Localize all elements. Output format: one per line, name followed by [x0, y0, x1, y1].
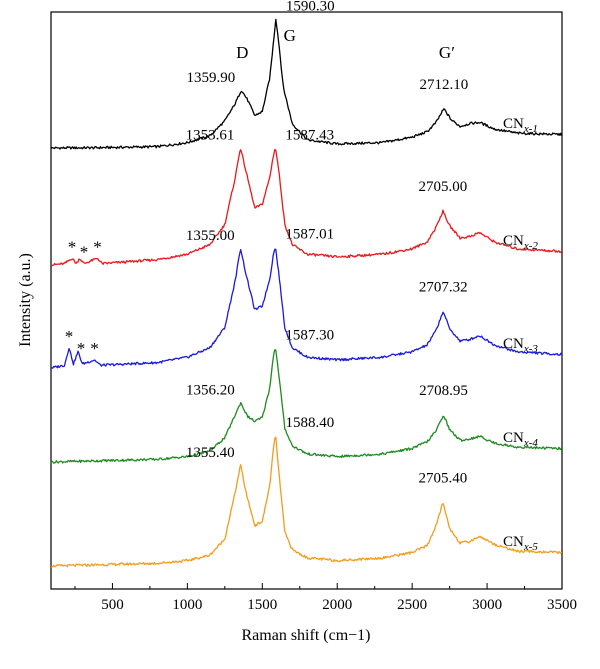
peak-label: 1587.30 [285, 327, 334, 343]
peak-label: 1353.61 [186, 128, 235, 144]
impurity-star: * [93, 237, 102, 256]
peak-label: 1355.40 [186, 445, 235, 461]
peak-label: 2712.10 [420, 77, 469, 93]
series-label: CNx-2 [503, 233, 538, 252]
series-5 [50, 436, 563, 568]
series-label-main: CN [503, 534, 524, 550]
peak-label: 2705.00 [418, 179, 467, 195]
peak-label: 2708.95 [419, 383, 468, 399]
peak-label: 1355.00 [186, 228, 235, 244]
x-tick-label: 1000 [172, 597, 202, 613]
series-label: CNx-5 [503, 534, 538, 553]
series-label-main: CN [503, 116, 524, 132]
tick-labels: 500 1000 1500 2000 2500 3000 3500 [101, 597, 577, 613]
x-axis-title: Raman shift (cm−1) [242, 627, 371, 644]
peak-label: 1356.20 [186, 383, 235, 399]
x-tick-label: 1500 [247, 597, 277, 613]
series-line [50, 436, 563, 568]
peak-label: 1587.01 [285, 227, 334, 243]
impurity-star: * [90, 339, 99, 358]
peak-label: 2707.32 [419, 279, 468, 295]
peak-label: 1588.40 [286, 415, 335, 431]
peak-label: 1590.30 [286, 0, 335, 14]
series-1 [50, 18, 563, 150]
plot-frame [50, 11, 563, 590]
peak-label: 1587.43 [285, 128, 334, 144]
series-label-sub: x-4 [523, 437, 539, 449]
peak-label: 1359.90 [187, 70, 236, 86]
series-label: CNx-4 [503, 430, 538, 449]
peak-label: 2705.40 [419, 471, 468, 487]
impurity-star: * [80, 243, 89, 262]
x-tick-label: 3500 [547, 597, 577, 613]
series-label: CNx-3 [503, 336, 538, 355]
series-3 [50, 248, 563, 370]
impurity-star: * [65, 327, 74, 346]
series-4 [50, 349, 563, 464]
peak-name-g-prime: G′ [439, 43, 455, 62]
series-lines [50, 18, 563, 568]
series-2 [50, 148, 563, 267]
x-axis-ticks [74, 583, 563, 589]
series-label-main: CN [503, 233, 524, 249]
peak-name-d: D [236, 43, 248, 62]
series-label-main: CN [503, 430, 524, 446]
series-label-sub: x-5 [523, 541, 539, 553]
series-label-sub: x-3 [523, 343, 539, 355]
peak-name-g: G [284, 26, 296, 45]
x-tick-label: 2000 [322, 597, 352, 613]
series-label-main: CN [503, 336, 524, 352]
series-label: CNx-1 [503, 116, 538, 135]
x-tick-label: 500 [101, 597, 124, 613]
x-tick-label: 3000 [472, 597, 502, 613]
series-line [50, 349, 563, 464]
series-label-sub: x-2 [523, 240, 539, 252]
impurity-star: * [77, 339, 86, 358]
series-line [50, 248, 563, 370]
y-axis-title: Intensity (a.u.) [17, 253, 34, 347]
series-label-sub: x-1 [523, 123, 538, 135]
x-tick-label: 2500 [397, 597, 427, 613]
impurity-star: * [68, 237, 77, 256]
series-line [50, 18, 563, 150]
series-line [50, 148, 563, 267]
